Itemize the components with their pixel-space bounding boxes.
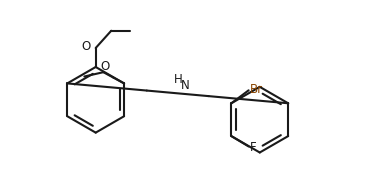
Text: H: H — [174, 73, 183, 86]
Text: O: O — [81, 40, 90, 53]
Text: F: F — [250, 141, 257, 154]
Text: Br: Br — [250, 83, 264, 96]
Text: N: N — [181, 79, 190, 92]
Text: O: O — [101, 60, 110, 73]
